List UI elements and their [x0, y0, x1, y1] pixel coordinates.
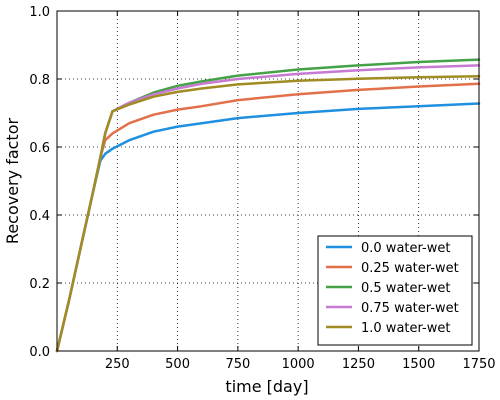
- x-tick-label: 1000: [282, 357, 315, 372]
- x-tick-label: 250: [105, 357, 130, 372]
- y-tick-label: 0.2: [29, 277, 50, 292]
- x-axis-label: time [day]: [225, 377, 308, 396]
- legend-entry: 1.0 water-wet: [361, 321, 450, 336]
- legend-entry: 0.25 water-wet: [361, 261, 459, 276]
- y-tick-label: 0.8: [29, 73, 50, 88]
- legend-entry: 0.0 water-wet: [361, 241, 450, 256]
- plot-frame: [56, 10, 480, 352]
- y-tick-label: 0.4: [29, 209, 50, 224]
- legend-entry: 0.75 water-wet: [361, 301, 459, 316]
- y-tick-label: 0.0: [29, 345, 50, 360]
- x-tick-label: 1750: [462, 357, 495, 372]
- x-tick-label: 1250: [342, 357, 375, 372]
- legend: 0.0 water-wet 0.25 water-wet 0.5 water-wet…: [317, 235, 473, 346]
- axis-ticks: 250 500 750 1000 1250 1500 1750 0.0 0.2 0.4 0.6 0.8…: [29, 5, 495, 372]
- series-line-4: [55, 75, 481, 353]
- x-tick-label: 750: [225, 357, 250, 372]
- x-tick-label: 500: [165, 357, 190, 372]
- y-tick-label: 1.0: [29, 5, 50, 20]
- y-axis-label: Recovery factor: [3, 118, 22, 245]
- y-tick-label: 0.6: [29, 141, 50, 156]
- legend-entry: 0.5 water-wet: [361, 281, 450, 296]
- x-tick-label: 1500: [402, 357, 435, 372]
- series-lines: [55, 58, 481, 353]
